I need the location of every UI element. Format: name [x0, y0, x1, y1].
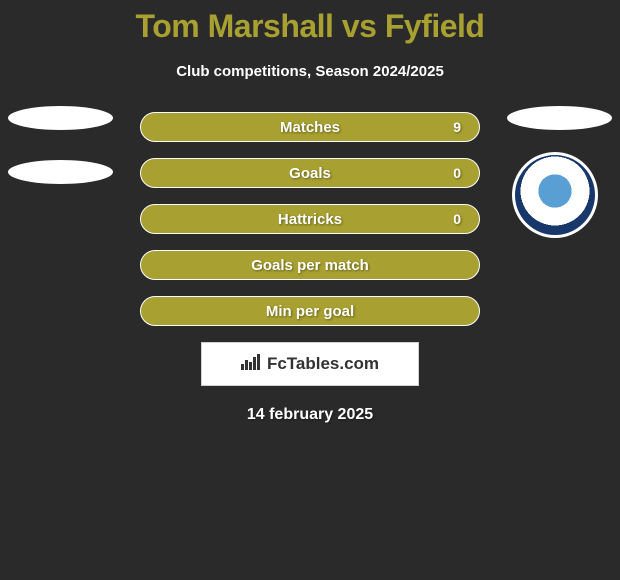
fctables-label: FcTables.com [267, 354, 379, 374]
stat-value: 0 [453, 165, 461, 181]
left-placeholder-ellipses [8, 106, 113, 214]
stat-bar-min-per-goal: Min per goal [140, 296, 480, 326]
stat-bar-hattricks: Hattricks 0 [140, 204, 480, 234]
stat-value: 9 [453, 119, 461, 135]
stat-label: Goals [289, 165, 331, 182]
stat-label: Min per goal [266, 303, 354, 320]
placeholder-ellipse [8, 106, 113, 130]
season-subtitle: Club competitions, Season 2024/2025 [0, 63, 620, 80]
placeholder-ellipse [8, 160, 113, 184]
comparison-title: Tom Marshall vs Fyfield [0, 0, 620, 45]
stat-bar-matches: Matches 9 [140, 112, 480, 142]
bar-chart-icon [241, 354, 261, 375]
stat-value: 0 [453, 211, 461, 227]
stat-bar-goals: Goals 0 [140, 158, 480, 188]
club-badge-icon [512, 152, 598, 238]
stat-label: Goals per match [251, 257, 369, 274]
stat-label: Matches [280, 119, 340, 136]
stat-bar-goals-per-match: Goals per match [140, 250, 480, 280]
content-area: Matches 9 Goals 0 Hattricks 0 Goals per … [0, 112, 620, 424]
stat-label: Hattricks [278, 211, 342, 228]
fctables-attribution[interactable]: FcTables.com [201, 342, 419, 386]
right-placeholder-ellipse [507, 106, 612, 130]
stat-bars: Matches 9 Goals 0 Hattricks 0 Goals per … [140, 112, 480, 326]
date-label: 14 february 2025 [0, 406, 620, 424]
